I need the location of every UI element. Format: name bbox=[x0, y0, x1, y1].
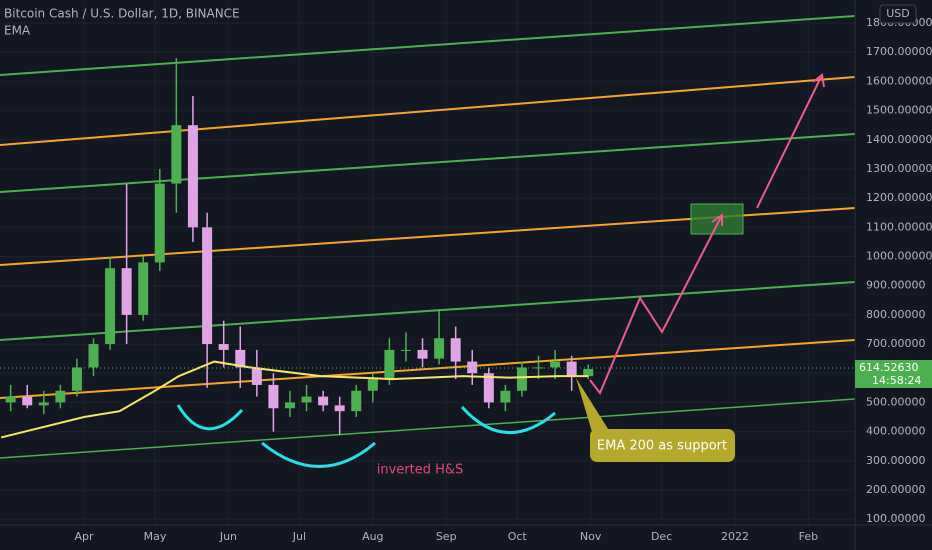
projection bbox=[589, 73, 825, 395]
arc bbox=[176, 404, 244, 431]
x-tick-label: Sep bbox=[436, 530, 457, 543]
candle-body bbox=[516, 367, 527, 391]
callout-pointer bbox=[576, 378, 610, 432]
candle-body bbox=[38, 402, 49, 406]
candle-body bbox=[318, 396, 329, 406]
candle-body bbox=[202, 227, 213, 345]
y-tick-label: 1500.00000 bbox=[866, 104, 932, 117]
candle-body bbox=[400, 349, 411, 351]
plot bbox=[0, 58, 594, 439]
channel-line bbox=[0, 15, 856, 76]
x-tick-label: Feb bbox=[799, 530, 818, 543]
callout bbox=[590, 429, 735, 462]
candle-body bbox=[367, 379, 378, 391]
y-tick-label: 700.00000 bbox=[866, 337, 926, 350]
ema-line bbox=[0, 360, 589, 439]
x-tick-label: May bbox=[144, 530, 167, 543]
projection-path bbox=[589, 214, 723, 395]
x-tick-label: Apr bbox=[75, 530, 95, 543]
candle-body bbox=[550, 361, 561, 368]
candle-body bbox=[251, 367, 262, 385]
candle-body bbox=[138, 262, 149, 315]
candle-body bbox=[154, 183, 165, 263]
candle-body bbox=[417, 349, 428, 359]
y-tick-label: 200.00000 bbox=[866, 483, 926, 496]
y-tick-label: 1200.00000 bbox=[866, 191, 932, 204]
candle-body bbox=[467, 361, 478, 374]
callout-text: EMA 200 as support bbox=[597, 439, 727, 454]
y-tick-label: 1600.00000 bbox=[866, 74, 932, 87]
chart-title: Bitcoin Cash / U.S. Dollar, 1D, BINANCE bbox=[4, 7, 240, 21]
countdown: 14:58:24 bbox=[872, 374, 921, 387]
channel-line bbox=[0, 398, 856, 459]
x-tick-label: Dec bbox=[651, 530, 672, 543]
candle-body bbox=[301, 396, 312, 403]
x-tick-label: Jul bbox=[292, 530, 306, 543]
candle-body bbox=[384, 349, 395, 380]
candle-body bbox=[235, 349, 246, 368]
head-shoulders-arcs bbox=[176, 404, 556, 468]
candle-body bbox=[88, 344, 99, 368]
channel-line bbox=[0, 133, 856, 193]
candle-body bbox=[171, 125, 182, 184]
y-tick-label: 900.00000 bbox=[866, 279, 926, 292]
x-tick-label: Aug bbox=[362, 530, 383, 543]
y-tick-label: 300.00000 bbox=[866, 454, 926, 467]
y-tick-label: 400.00000 bbox=[866, 425, 926, 438]
last-price: 614.52630 bbox=[859, 361, 919, 374]
y-tick-label: 500.00000 bbox=[866, 395, 926, 408]
y-tick-label: 1100.00000 bbox=[866, 220, 932, 233]
annotation: inverted H&S bbox=[377, 463, 464, 478]
y-tick-label: 1400.00000 bbox=[866, 133, 932, 146]
candle-body bbox=[22, 396, 33, 406]
candle-body bbox=[351, 390, 362, 412]
indicator-label: EMA bbox=[4, 24, 31, 38]
y-tick-label: 1700.00000 bbox=[866, 45, 932, 58]
projection-path bbox=[756, 74, 823, 209]
arc bbox=[460, 405, 556, 435]
candle-body bbox=[334, 405, 345, 412]
candle-body bbox=[450, 338, 461, 362]
y-tick-label: 1000.00000 bbox=[866, 250, 932, 263]
y-tick-label: 100.00000 bbox=[866, 512, 926, 525]
x-tick-label: Nov bbox=[580, 530, 602, 543]
x-tick-label: Jun bbox=[219, 530, 237, 543]
candle-body bbox=[533, 367, 544, 369]
x-tick-label: 2022 bbox=[721, 530, 749, 543]
candle-body bbox=[105, 268, 116, 345]
channel-line bbox=[0, 76, 856, 146]
candle-body bbox=[434, 338, 445, 359]
target-box bbox=[690, 203, 744, 235]
candle-body bbox=[483, 373, 494, 403]
channel-line bbox=[0, 281, 856, 341]
arc bbox=[261, 441, 376, 468]
y-tick-label: 800.00000 bbox=[866, 308, 926, 321]
candle-body bbox=[218, 344, 229, 350]
channel-line bbox=[0, 339, 856, 399]
currency: USD bbox=[886, 7, 910, 20]
candle-body bbox=[71, 367, 82, 391]
arrow-head bbox=[711, 213, 723, 226]
candle-body bbox=[5, 396, 16, 403]
candle-body bbox=[583, 369, 594, 377]
x-tick-label: Oct bbox=[508, 530, 528, 543]
candle-body bbox=[121, 268, 132, 315]
candle-body bbox=[566, 361, 577, 377]
candle-body bbox=[500, 390, 511, 403]
axes: 100.00000 200.00000 300.00000 400.00000 500.… bbox=[75, 16, 932, 543]
candle-body bbox=[268, 384, 279, 409]
arrow-head bbox=[812, 73, 825, 88]
candle-body bbox=[284, 402, 295, 409]
y-tick-label: 1300.00000 bbox=[866, 162, 932, 175]
channel-lines bbox=[0, 15, 856, 459]
candle-body bbox=[187, 125, 198, 228]
candle-body bbox=[55, 390, 66, 403]
price-tag bbox=[855, 360, 932, 388]
currency-box bbox=[879, 4, 917, 24]
